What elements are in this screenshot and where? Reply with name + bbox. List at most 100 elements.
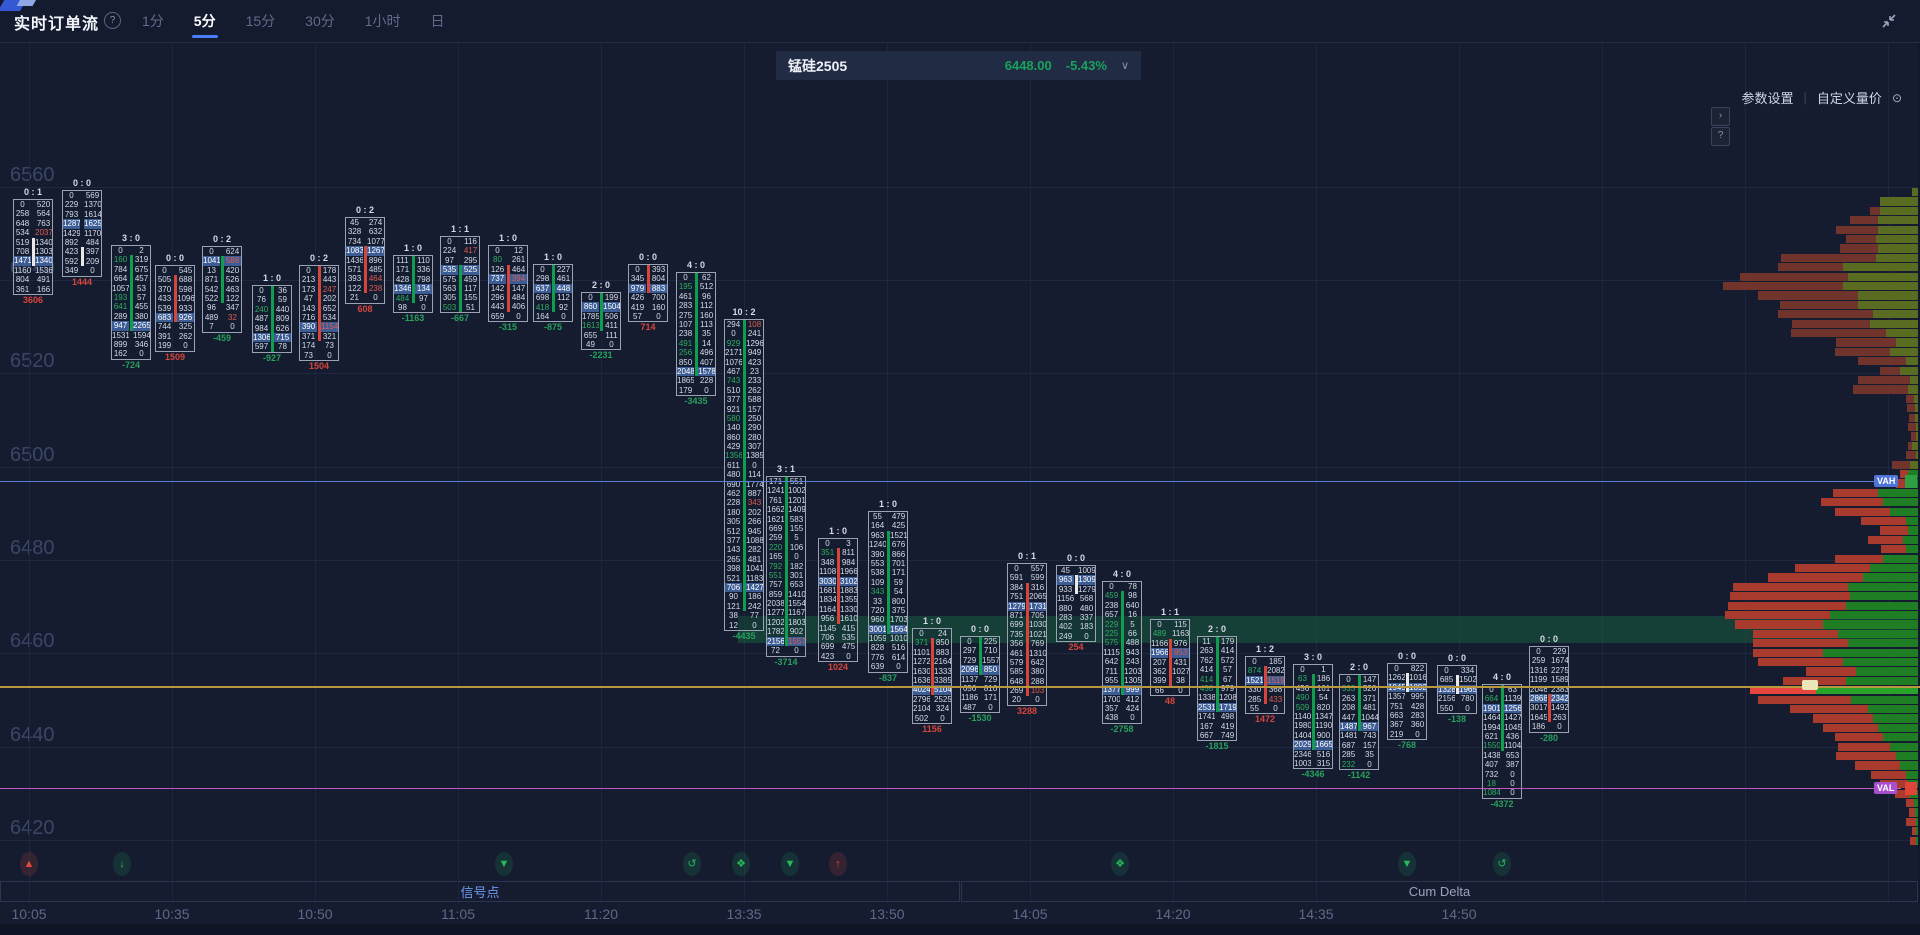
price-gridline bbox=[0, 280, 1920, 281]
bid-cell: 348 bbox=[820, 557, 835, 567]
ask-cell: 14 bbox=[702, 338, 711, 348]
reversal-signal-icon[interactable]: ↺ bbox=[683, 852, 701, 876]
candle-body-down bbox=[1120, 591, 1124, 695]
volume-profile-bar-buy bbox=[1851, 695, 1918, 704]
cluster-signal-icon[interactable]: ❖ bbox=[732, 852, 750, 876]
up-arrow-signal-icon[interactable]: ↑ bbox=[829, 852, 847, 876]
down-arrow-signal-icon[interactable]: ↓ bbox=[113, 852, 131, 876]
volume-profile-bar-buy bbox=[1870, 564, 1918, 573]
tab-5分[interactable]: 5分 bbox=[191, 2, 218, 40]
ask-cell: 425 bbox=[891, 521, 906, 531]
ask-cell: 2082 bbox=[1267, 666, 1284, 676]
bid-cell: 2531 bbox=[1198, 702, 1215, 713]
reversal-signal-icon[interactable]: ↺ bbox=[1493, 852, 1511, 876]
collapse-icon[interactable] bbox=[1880, 12, 1898, 30]
imbalance-header: 10 : 2 bbox=[732, 307, 756, 317]
bid-cell: 391 bbox=[157, 331, 172, 341]
bid-cell: 345 bbox=[630, 274, 645, 284]
ask-cell: 1427 bbox=[1504, 713, 1521, 723]
ask-cell: 288 bbox=[1030, 676, 1045, 686]
ask-cell: 2383 bbox=[1551, 684, 1568, 694]
footprint-chart[interactable]: 6560 6540 6520 6500 6480 6460 6440 6420 0 : 1 0 25… bbox=[0, 43, 1920, 903]
cum-delta-legend[interactable]: Cum Delta bbox=[961, 881, 1918, 902]
time-tick-label: 11:20 bbox=[584, 906, 618, 922]
bid-cell: 283 bbox=[678, 301, 693, 311]
imbalance-header: 1 : 0 bbox=[262, 273, 281, 283]
delta-total: -3435 bbox=[684, 396, 708, 407]
bid-cell: 259 bbox=[768, 533, 783, 543]
down-triangle-signal-icon[interactable]: ▼ bbox=[495, 852, 513, 876]
ask-cell: 1077 bbox=[367, 236, 384, 246]
volume-profile-bar-buy bbox=[1843, 282, 1918, 291]
tab-15分[interactable]: 15分 bbox=[245, 13, 276, 29]
bid-cell: 249 bbox=[1058, 631, 1073, 641]
bid-cell: 743 bbox=[726, 376, 741, 386]
bid-cell: 664 bbox=[1484, 694, 1499, 704]
delta-total: -4435 bbox=[732, 631, 756, 642]
ask-cell: 160 bbox=[651, 302, 666, 312]
imbalance-header: 1 : 0 bbox=[878, 499, 897, 509]
time-gridline bbox=[887, 43, 888, 903]
volume-profile-bar-buy bbox=[1850, 592, 1918, 601]
bid-cell: 744 bbox=[157, 322, 172, 332]
settings-button[interactable]: 参数设置 bbox=[1741, 91, 1794, 106]
volume-profile-bar-sell bbox=[1778, 310, 1873, 319]
price-tick-label: 6440 bbox=[10, 724, 55, 746]
ask-cell: 62 bbox=[702, 273, 711, 282]
bid-cell: 509 bbox=[1295, 702, 1310, 712]
volume-profile-bar-sell bbox=[1806, 667, 1856, 676]
bid-cell: 285 bbox=[1341, 750, 1356, 760]
tab-30分[interactable]: 30分 bbox=[305, 13, 335, 29]
bid-cell: 1471 bbox=[14, 256, 31, 266]
volume-profile-bar-buy bbox=[1843, 658, 1918, 667]
custom-volume-price-button[interactable]: 自定义量价 bbox=[1816, 91, 1882, 106]
volume-profile-bar-sell bbox=[1906, 394, 1914, 403]
bid-cell: 0 bbox=[1394, 664, 1399, 673]
ask-cell: 106 bbox=[789, 542, 804, 552]
sell-top-signal-icon[interactable]: ▲ bbox=[20, 852, 38, 876]
bid-cell: 871 bbox=[1009, 610, 1024, 620]
volume-profile-bar-sell bbox=[1813, 714, 1873, 723]
down-triangle-signal-icon[interactable]: ▼ bbox=[1398, 852, 1416, 876]
time-axis[interactable]: 10:05 10:35 10:50 11:05 11:20 13:35 13:50 14:05… bbox=[0, 904, 1920, 924]
help-icon[interactable]: ? bbox=[104, 12, 121, 29]
ask-cell: 1010 bbox=[890, 634, 907, 644]
cluster-signal-icon[interactable]: ❖ bbox=[1111, 852, 1129, 876]
tab-日[interactable]: 日 bbox=[430, 13, 445, 29]
ask-cell: 640 bbox=[1125, 600, 1140, 610]
bid-cell: 0 bbox=[1444, 666, 1449, 675]
tab-1分[interactable]: 1分 bbox=[142, 13, 164, 29]
imbalance-header: 0 : 0 bbox=[970, 624, 989, 634]
price-tick-label: 6520 bbox=[10, 350, 55, 372]
price-tick-label: 6480 bbox=[10, 537, 55, 559]
signal-points-legend[interactable]: 信号点 bbox=[0, 881, 960, 902]
time-tick-label: 10:35 bbox=[154, 906, 190, 922]
timeframe-tabs: 1分 5分 15分 30分 1小时 日 bbox=[140, 0, 447, 42]
candle-body-doji bbox=[1074, 575, 1078, 595]
bid-cell: 621 bbox=[1484, 731, 1499, 741]
bid-cell: 502 bbox=[914, 713, 929, 723]
volume-profile-bar-sell bbox=[1753, 629, 1838, 638]
volume-profile-bar-buy bbox=[1916, 423, 1918, 432]
volume-profile-bar-sell bbox=[1840, 244, 1878, 253]
ask-cell: 241 bbox=[747, 329, 762, 339]
expand-panel-button[interactable]: › bbox=[1711, 107, 1730, 126]
ask-cell: 38 bbox=[1176, 676, 1185, 686]
volume-profile-bar-buy bbox=[1823, 648, 1918, 657]
time-tick-label: 13:50 bbox=[869, 906, 905, 922]
bid-cell: 0 bbox=[1536, 647, 1541, 656]
volume-profile-bar-buy bbox=[1914, 394, 1918, 403]
delta-total: -1815 bbox=[1205, 741, 1229, 752]
ask-cell: 534 bbox=[322, 312, 337, 322]
ask-cell: 407 bbox=[699, 357, 714, 367]
volume-profile-bar-sell bbox=[1868, 535, 1903, 544]
contract-selector[interactable]: 锰硅2505 6448.00 -5.43% ∨ bbox=[776, 51, 1141, 80]
tab-1小时[interactable]: 1小时 bbox=[364, 13, 401, 29]
panel-help-button[interactable]: ? bbox=[1711, 127, 1730, 146]
bid-cell: 73 bbox=[304, 350, 313, 360]
ask-cell: 809 bbox=[275, 314, 290, 324]
bid-cell: 0 bbox=[731, 329, 736, 339]
down-triangle-signal-icon[interactable]: ▼ bbox=[781, 852, 799, 876]
bid-cell: 1076 bbox=[725, 357, 742, 367]
bid-cell: 0 bbox=[1014, 564, 1019, 573]
